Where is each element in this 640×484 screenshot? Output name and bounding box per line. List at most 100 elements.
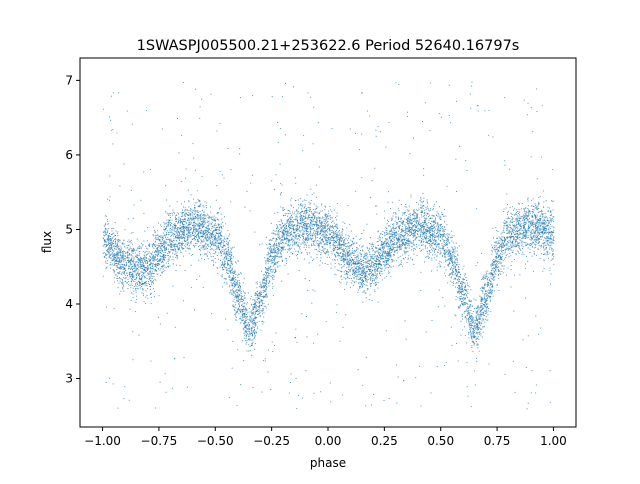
- data-point: [206, 207, 207, 209]
- data-point: [314, 212, 316, 214]
- data-point: [380, 249, 381, 251]
- data-point: [336, 238, 338, 240]
- data-point: [454, 250, 456, 252]
- data-point: [225, 278, 227, 280]
- data-point: [512, 217, 514, 219]
- data-point: [228, 292, 230, 294]
- data-point: [341, 228, 343, 230]
- data-point: [466, 295, 468, 297]
- data-point: [339, 232, 341, 234]
- data-point: [156, 249, 158, 251]
- data-point: [161, 257, 163, 259]
- data-point: [195, 229, 197, 231]
- data-point: [374, 167, 376, 169]
- data-point: [378, 235, 380, 237]
- data-point: [543, 247, 544, 249]
- data-point: [523, 226, 525, 228]
- data-point: [277, 141, 279, 143]
- data-point: [422, 232, 424, 233]
- data-point: [425, 230, 427, 232]
- data-point: [305, 214, 307, 216]
- data-point: [361, 279, 363, 281]
- data-point: [112, 255, 114, 257]
- data-point: [445, 269, 447, 271]
- data-point: [257, 283, 258, 285]
- data-point: [235, 290, 237, 292]
- data-point: [193, 235, 194, 236]
- data-point: [190, 229, 192, 231]
- data-point: [171, 232, 173, 234]
- data-point: [491, 293, 493, 295]
- data-point: [477, 310, 479, 312]
- data-point: [246, 333, 248, 335]
- data-point: [232, 305, 234, 307]
- data-point: [431, 259, 433, 261]
- data-point: [140, 267, 142, 269]
- data-point: [248, 350, 250, 352]
- data-point: [415, 237, 417, 239]
- data-point: [499, 254, 501, 256]
- data-point: [167, 244, 169, 246]
- data-point: [452, 284, 454, 286]
- data-point: [190, 217, 192, 219]
- data-point: [404, 229, 406, 231]
- data-point: [305, 316, 307, 317]
- data-point: [357, 259, 359, 261]
- data-point: [530, 107, 532, 109]
- data-point: [282, 207, 284, 209]
- data-point: [184, 228, 186, 229]
- data-point: [274, 230, 276, 232]
- data-point: [401, 222, 403, 224]
- data-point: [349, 278, 351, 279]
- data-point: [411, 223, 413, 225]
- data-point: [180, 236, 182, 238]
- data-point: [257, 311, 259, 312]
- data-point: [233, 246, 235, 248]
- data-point: [363, 276, 365, 278]
- data-point: [417, 233, 418, 235]
- data-point: [517, 220, 519, 222]
- data-point: [403, 230, 405, 232]
- data-point: [515, 230, 517, 232]
- data-point: [369, 266, 371, 268]
- data-point: [280, 254, 282, 256]
- data-point: [179, 227, 181, 229]
- data-point: [362, 291, 364, 293]
- data-point: [314, 230, 316, 232]
- data-point: [188, 253, 190, 255]
- data-point: [310, 231, 312, 233]
- data-point: [536, 239, 538, 241]
- data-point: [436, 201, 437, 203]
- data-point: [184, 217, 186, 219]
- data-point: [315, 238, 317, 240]
- data-point: [245, 320, 247, 322]
- data-point: [108, 253, 110, 255]
- data-point: [514, 214, 516, 216]
- data-point: [456, 270, 458, 272]
- data-point: [384, 262, 386, 264]
- data-point: [342, 229, 344, 231]
- data-point: [505, 207, 507, 209]
- data-point: [366, 271, 367, 273]
- data-point: [235, 316, 237, 318]
- data-point: [387, 255, 389, 257]
- data-point: [500, 263, 502, 265]
- data-point: [478, 338, 480, 340]
- data-point: [263, 305, 265, 307]
- data-point: [253, 337, 255, 339]
- data-point: [329, 229, 331, 230]
- data-point: [510, 255, 512, 257]
- data-point: [493, 263, 495, 265]
- data-point: [447, 259, 449, 261]
- data-point: [185, 220, 187, 222]
- data-point: [361, 177, 363, 179]
- data-point: [511, 233, 512, 235]
- data-point: [297, 250, 299, 252]
- data-point: [275, 332, 277, 334]
- data-point: [429, 253, 431, 255]
- data-point: [252, 306, 254, 308]
- data-point: [243, 316, 245, 318]
- data-point: [446, 233, 448, 235]
- data-point: [407, 240, 409, 242]
- data-point: [400, 241, 402, 243]
